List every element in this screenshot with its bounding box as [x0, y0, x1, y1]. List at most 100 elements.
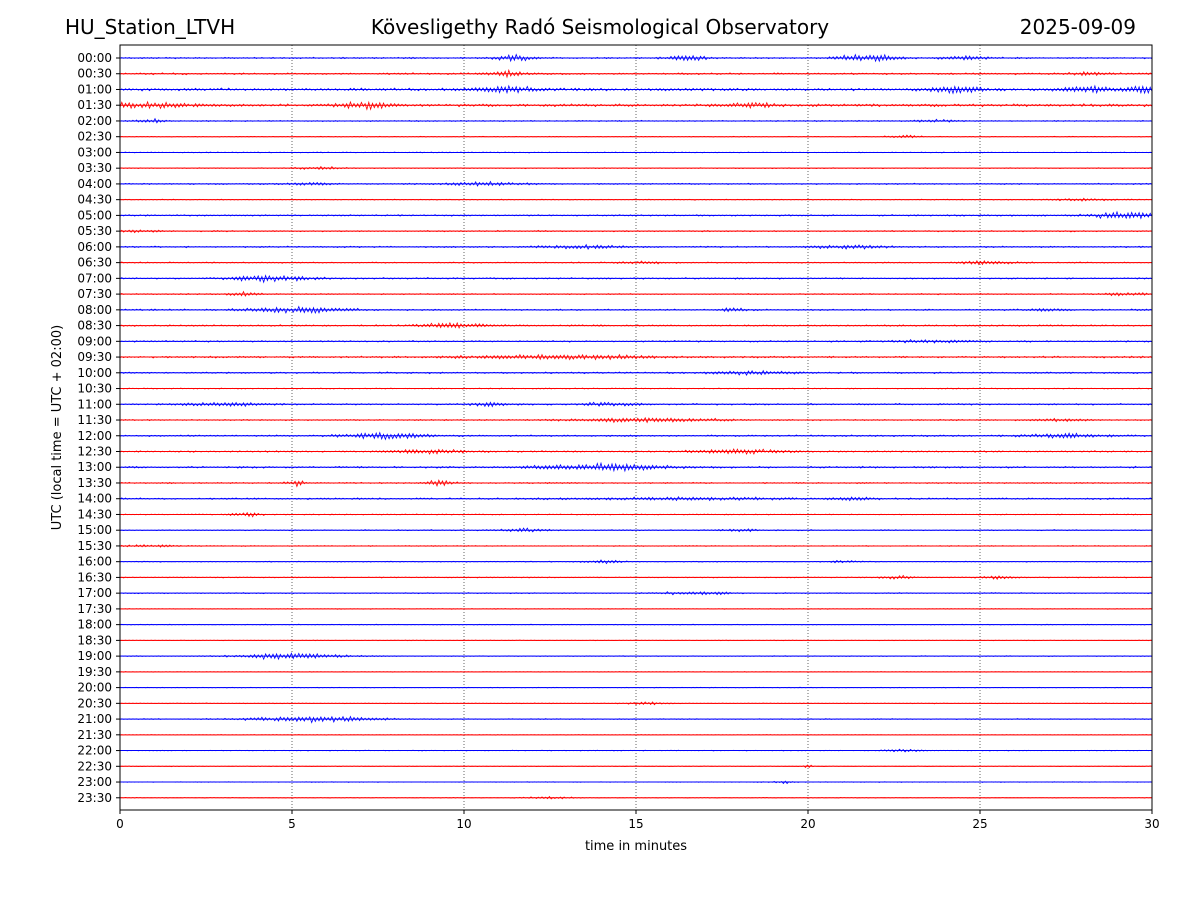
trace-2130 — [119, 734, 1153, 736]
trace-2030 — [119, 701, 1153, 706]
x-tick-label: 0 — [116, 817, 124, 831]
y-tick-label: 21:30 — [77, 728, 112, 742]
trace-1030 — [119, 387, 1153, 390]
trace-0000 — [119, 53, 1153, 63]
trace-0900 — [119, 339, 1153, 344]
trace-1730 — [119, 608, 1153, 610]
y-tick-label: 07:30 — [77, 287, 112, 301]
trace-0700 — [119, 274, 1153, 284]
trace-1400 — [119, 496, 1153, 502]
y-tick-label: 22:00 — [77, 744, 112, 758]
trace-1830 — [119, 639, 1153, 642]
y-tick-label: 19:00 — [77, 649, 112, 663]
y-tick-label: 18:30 — [77, 633, 112, 647]
y-tick-label: 03:00 — [77, 145, 112, 159]
trace-2100 — [119, 715, 1153, 724]
trace-0200 — [119, 117, 1153, 124]
trace-1900 — [119, 652, 1153, 661]
y-tick-label: 00:00 — [77, 51, 112, 65]
x-tick-label: 15 — [628, 817, 643, 831]
y-tick-label: 16:00 — [77, 555, 112, 569]
trace-0400 — [119, 180, 1153, 187]
y-tick-label: 21:00 — [77, 712, 112, 726]
x-ticks: 0 5 10 15 20 25 30 — [116, 810, 1160, 831]
y-tick-label: 01:30 — [77, 98, 112, 112]
y-tick-label: 14:30 — [77, 507, 112, 521]
trace-0430 — [119, 197, 1153, 202]
trace-1430 — [119, 511, 1153, 518]
y-tick-label: 23:00 — [77, 775, 112, 789]
chart-date: 2025-09-09 — [1019, 15, 1136, 39]
y-tick-label: 07:00 — [77, 271, 112, 285]
x-tick-label: 30 — [1144, 817, 1159, 831]
trace-1600 — [119, 559, 1153, 565]
x-tick-label: 20 — [800, 817, 815, 831]
y-tick-label: 02:00 — [77, 114, 112, 128]
trace-0030 — [119, 68, 1153, 79]
y-tick-label: 08:30 — [77, 319, 112, 333]
trace-0300 — [119, 151, 1153, 154]
trace-1930 — [119, 671, 1153, 673]
y-tick-label: 05:30 — [77, 224, 112, 238]
y-tick-label: 13:30 — [77, 476, 112, 490]
y-tick-label: 03:30 — [77, 161, 112, 175]
trace-1500 — [119, 527, 1153, 533]
y-tick-label: 04:00 — [77, 177, 112, 191]
trace-0130 — [119, 100, 1153, 111]
y-tick-label: 13:00 — [77, 460, 112, 474]
trace-0330 — [119, 165, 1153, 171]
y-axis-label: UTC (local time = UTC + 02:00) — [50, 325, 65, 530]
y-tick-label: 16:30 — [77, 570, 112, 584]
y-tick-label: 17:00 — [77, 586, 112, 600]
trace-0530 — [119, 229, 1153, 234]
trace-1230 — [119, 448, 1153, 455]
trace-1800 — [119, 623, 1153, 626]
trace-0830 — [119, 321, 1153, 330]
trace-1530 — [119, 544, 1153, 548]
trace-1300 — [119, 461, 1153, 473]
trace-2330 — [119, 795, 1153, 800]
y-tick-label: 01:00 — [77, 82, 112, 96]
y-tick-label: 18:00 — [77, 618, 112, 632]
trace-0930 — [119, 353, 1153, 361]
trace-1100 — [119, 401, 1153, 408]
y-tick-label: 17:30 — [77, 602, 112, 616]
y-tick-label: 05:00 — [77, 208, 112, 222]
trace-1130 — [119, 416, 1153, 424]
y-tick-label: 06:30 — [77, 256, 112, 270]
y-tick-label: 08:00 — [77, 303, 112, 317]
station-name: HU_Station_LTVH — [65, 15, 236, 39]
y-tick-label: 09:00 — [77, 334, 112, 348]
y-tick-label: 00:30 — [77, 67, 112, 81]
y-tick-label: 11:30 — [77, 413, 112, 427]
trace-0730 — [119, 290, 1153, 297]
x-tick-label: 5 — [288, 817, 296, 831]
chart-title: Kövesligethy Radó Seismological Observat… — [370, 15, 830, 39]
y-tick-label: 04:30 — [77, 193, 112, 207]
y-tick-label: 02:30 — [77, 130, 112, 144]
y-tick-label: 12:00 — [77, 429, 112, 443]
y-tick-label: 06:00 — [77, 240, 112, 254]
vertical-grid — [291, 45, 981, 810]
trace-2230 — [119, 764, 1153, 769]
trace-0600 — [119, 243, 1153, 250]
y-tick-label: 20:30 — [77, 696, 112, 710]
trace-2200 — [119, 748, 1153, 753]
x-tick-label: 10 — [456, 817, 471, 831]
y-tick-label: 12:30 — [77, 445, 112, 459]
trace-0500 — [119, 210, 1153, 220]
trace-0630 — [119, 259, 1153, 266]
trace-0230 — [119, 134, 1153, 139]
trace-1000 — [119, 369, 1153, 376]
y-tick-label: 22:30 — [77, 759, 112, 773]
y-tick-label: 20:00 — [77, 681, 112, 695]
trace-1330 — [119, 479, 1153, 488]
trace-1200 — [119, 431, 1153, 441]
y-tick-label: 19:30 — [77, 665, 112, 679]
x-axis-label: time in minutes — [585, 839, 687, 854]
trace-layer — [119, 53, 1153, 800]
x-tick-label: 25 — [972, 817, 987, 831]
trace-2000 — [119, 686, 1153, 689]
